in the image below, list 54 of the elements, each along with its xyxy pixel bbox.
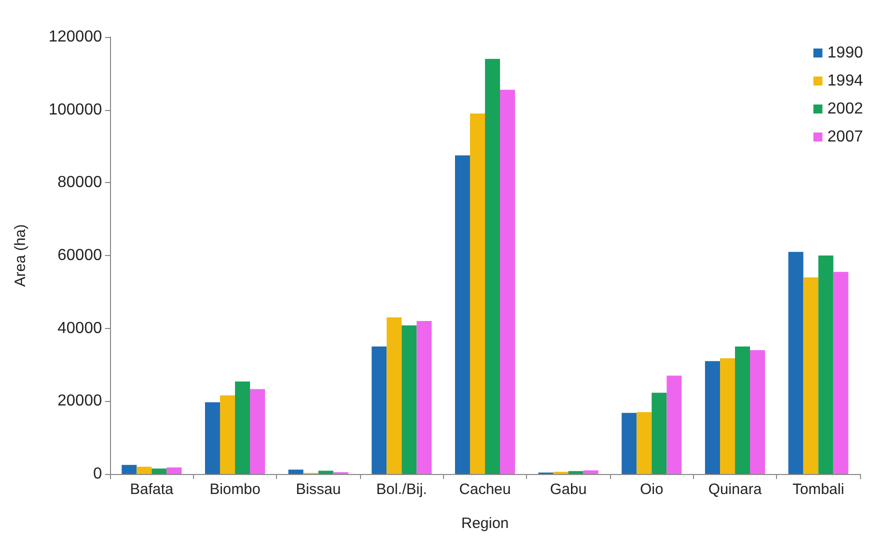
bar — [720, 358, 735, 474]
bar — [652, 392, 667, 474]
x-tick-label: Tombali — [792, 481, 844, 498]
legend-label: 1990 — [827, 44, 864, 62]
bar — [122, 464, 137, 474]
bar — [220, 395, 235, 474]
bar — [136, 466, 152, 474]
bar — [666, 376, 682, 474]
y-tick-label: 40000 — [58, 320, 102, 337]
bar — [735, 346, 750, 474]
bar — [788, 252, 804, 474]
y-tick-label: 100000 — [48, 101, 102, 118]
legend-label: 2002 — [827, 100, 864, 118]
legend-label: 2007 — [827, 128, 864, 146]
y-tick-label: 120000 — [48, 28, 102, 46]
bar — [318, 470, 334, 474]
y-tick-label: 20000 — [58, 392, 102, 410]
y-tick-label: 0 — [93, 466, 102, 482]
bar — [250, 389, 265, 474]
x-tick-label: Oio — [640, 481, 664, 498]
bar — [500, 90, 515, 474]
bar — [636, 412, 652, 474]
x-tick-label: Bissau — [296, 481, 341, 498]
bar — [568, 471, 584, 474]
bar — [205, 402, 220, 474]
bar — [470, 113, 485, 474]
x-tick-label: Biombo — [210, 481, 260, 498]
bar — [705, 361, 720, 474]
bar — [485, 58, 500, 474]
bar — [583, 470, 598, 474]
bar — [833, 272, 848, 474]
y-axis-title: Area (ha) — [12, 224, 29, 287]
y-tick-label: 60000 — [58, 247, 102, 264]
bar — [386, 317, 402, 474]
bar — [372, 346, 387, 474]
x-tick-label: Quinara — [708, 481, 762, 498]
bar — [818, 256, 834, 474]
x-axis-title: Region — [461, 515, 509, 532]
x-tick-label: Bol./Bij. — [376, 481, 428, 498]
bar — [152, 468, 167, 474]
bar — [166, 467, 182, 474]
y-tick-label: 80000 — [58, 174, 102, 192]
bar — [455, 155, 470, 474]
bar — [803, 277, 818, 474]
bar — [416, 321, 432, 474]
bar — [235, 382, 250, 474]
x-tick-label: Bafata — [130, 481, 174, 498]
legend-label: 1994 — [827, 72, 864, 90]
x-tick-label: Cacheu — [459, 481, 511, 498]
bar — [288, 470, 304, 474]
bar — [402, 325, 417, 474]
bar — [750, 350, 765, 474]
bar — [622, 412, 637, 474]
x-tick-label: Gabu — [550, 481, 587, 498]
